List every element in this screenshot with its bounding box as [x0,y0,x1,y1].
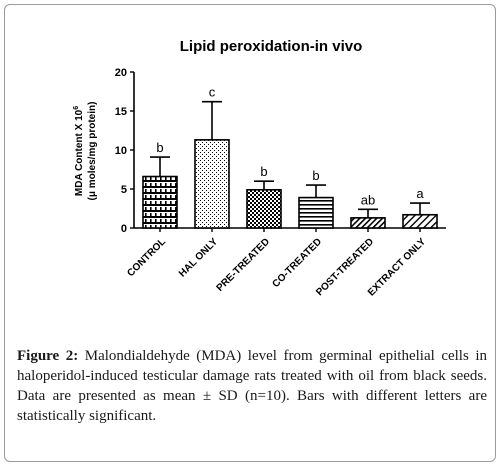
significance-letter: ab [361,192,375,207]
y-tick-label: 10 [115,145,127,157]
x-tick-label: CO-TREATED [271,236,325,290]
svg-text:MDA Content X 106: MDA Content X 106 [73,106,85,196]
significance-letter: b [156,140,163,155]
figure-caption: Figure 2: Malondialdehyde (MDA) level fr… [17,346,487,426]
caption-label: Figure 2: [17,348,79,364]
x-tick-label: EXTRACT ONLY [366,236,428,298]
bar [142,175,178,229]
y-tick-label: 5 [121,184,127,196]
x-tick-label: CONTROL [125,236,168,279]
significance-letter: b [312,168,319,183]
y-axis-label-main: MDA Content X 10 [74,109,85,196]
bar [350,217,386,229]
bar [298,196,334,229]
bar [402,213,438,229]
y-axis-label: MDA Content X 106 (μ moles/mg protein) [73,102,98,201]
bar [246,188,282,229]
y-axis-label-units: (μ moles/mg protein) [87,102,98,201]
y-tick-label: 20 [115,67,127,79]
bar-chart: Lipid peroxidation-in vivo MDA Content X… [73,38,446,298]
chart-title: Lipid peroxidation-in vivo [180,38,363,55]
y-tick-label: 0 [121,223,127,235]
significance-letter: c [209,85,216,100]
x-tick-label: HAL ONLY [177,236,220,279]
figure-frame [4,4,496,462]
plot-area: 0 5 10 15 20 b CONTROL c HAL ONLY b PRE-TREATED b CO… [115,67,446,298]
significance-letter: b [260,164,267,179]
y-tick-label: 15 [115,106,127,118]
x-tick-label: PRE-TREATED [215,236,273,294]
y-axis-label-exponent: 6 [73,106,80,110]
caption-text: Malondialdehyde (MDA) level from germina… [17,348,487,424]
bar [194,139,230,229]
significance-letter: a [416,186,424,201]
